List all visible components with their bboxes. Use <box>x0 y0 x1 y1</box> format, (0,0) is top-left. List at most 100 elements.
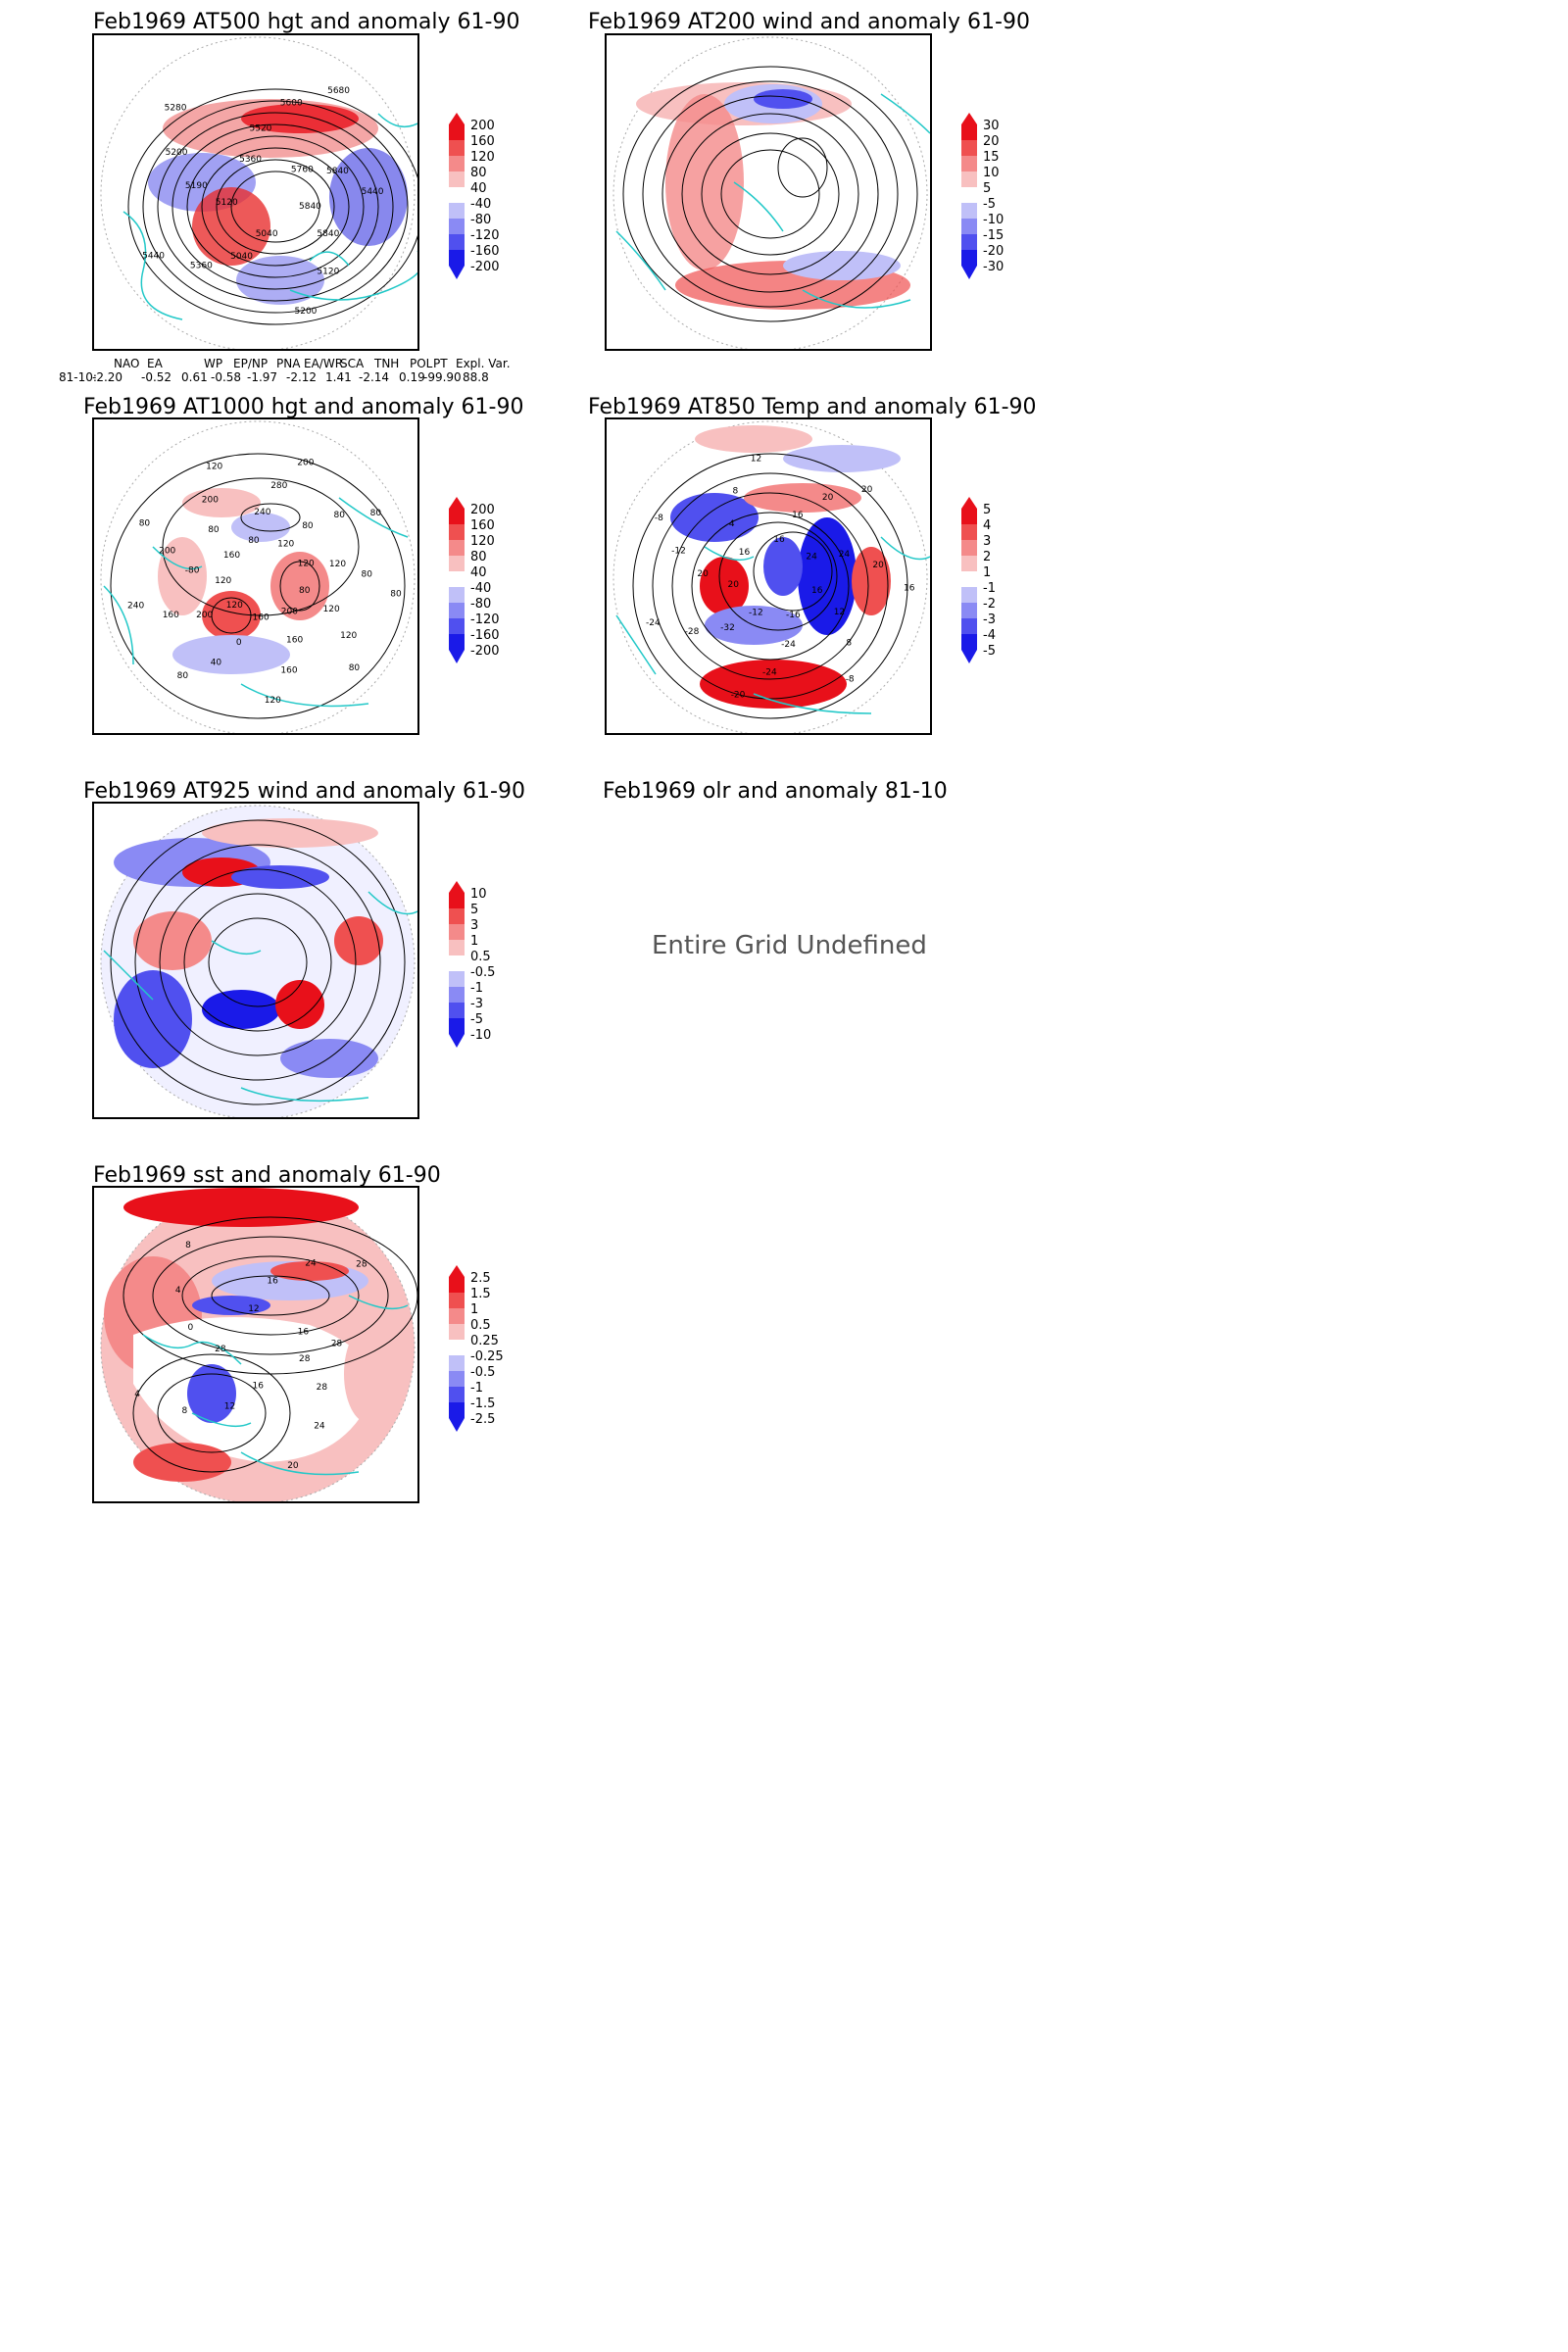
contour-label: 80 <box>362 569 373 579</box>
colorbar-label: -80 <box>470 213 492 227</box>
colorbar-at1000: 200 160 120 80 40 -40 -80 -120 -160 -200 <box>449 497 566 673</box>
map-at1000: 80 120 120 80 200 160 160 120 160 0 40 80 120 200 160 2… <box>92 417 419 735</box>
contour-label: 8 <box>846 638 852 648</box>
contour-label: 80 <box>349 663 361 673</box>
contour-label: -24 <box>762 668 777 678</box>
map-at200 <box>605 33 932 351</box>
colorbar-label: -0.5 <box>470 1365 496 1380</box>
contour-label: -80 <box>185 566 200 576</box>
contour-label: 16 <box>739 548 751 558</box>
colorbar-label: 5 <box>983 181 992 196</box>
contour-label: 28 <box>215 1345 226 1354</box>
colorbar-label: 10 <box>983 166 1000 180</box>
index-header: POL <box>410 357 433 370</box>
index-value: -0.58 <box>211 370 242 384</box>
index-header: PT <box>433 357 448 370</box>
colorbar-label: -10 <box>470 1028 492 1043</box>
colorbar-label: 120 <box>470 150 495 165</box>
index-value: -2.14 <box>359 370 390 384</box>
contour-label: 80 <box>390 590 402 600</box>
map-at850: 16 12 8 -8 -16 -24 -24 -20 -12 -32 -28 -24 20 20 -12 -8… <box>605 417 932 735</box>
colorbar-label: -160 <box>470 244 500 259</box>
contour-label: 5600 <box>280 98 303 108</box>
colorbar-label: -80 <box>470 597 492 612</box>
contour-label: 160 <box>286 636 303 646</box>
colorbar-label: 200 <box>470 119 495 133</box>
contour-label: 16 <box>267 1277 278 1287</box>
contour-label: 20 <box>822 493 834 503</box>
contour-label: 0 <box>236 638 242 648</box>
colorbar-label: 0.25 <box>470 1334 499 1348</box>
index-value: 1.41 <box>325 370 352 384</box>
contour-label: 5520 <box>250 123 272 133</box>
map-at500-svg: 5840 5840 5120 5200 5040 5040 5360 5440 5120 5190… <box>100 36 417 349</box>
colorbar-label: -3 <box>470 997 483 1011</box>
contour-label: 120 <box>215 576 231 586</box>
contour-label: 5040 <box>256 229 278 239</box>
contour-label: 5440 <box>142 251 165 261</box>
contour-label: 5040 <box>230 252 253 262</box>
colorbar-label: -4 <box>983 628 996 643</box>
contour-label: 5120 <box>216 198 238 208</box>
contour-label: 200 <box>159 547 175 557</box>
contour-label: -28 <box>685 627 700 637</box>
contour-label: 24 <box>839 550 851 560</box>
colorbar-label: 3 <box>983 534 992 549</box>
colorbar-label: -120 <box>470 612 500 627</box>
colorbar-label: 0.5 <box>470 1318 491 1333</box>
colorbar-label: 5 <box>983 503 992 517</box>
contour-label: -32 <box>720 623 735 633</box>
map-at200-svg <box>612 36 930 349</box>
colorbar-label: 1 <box>983 565 992 580</box>
colorbar-label: 3 <box>470 918 479 933</box>
contour-label: 4 <box>175 1286 181 1296</box>
colorbar-label: -200 <box>470 644 500 659</box>
contour-label: 80 <box>334 511 346 520</box>
contour-label: 20 <box>872 561 884 570</box>
contour-label: 160 <box>253 613 270 623</box>
contour-label: 28 <box>356 1260 368 1270</box>
colorbar-label: 4 <box>983 518 992 533</box>
contour-label: -20 <box>731 691 746 701</box>
contour-label: 40 <box>211 658 222 667</box>
index-value: 88.8 <box>463 370 489 384</box>
colorbar-label: -160 <box>470 628 500 643</box>
panel-title-at500: Feb1969 AT500 hgt and anomaly 61-90 <box>93 10 520 34</box>
contour-label: 5190 <box>185 181 208 191</box>
index-header: SCA <box>340 357 365 370</box>
colorbar-label: 80 <box>470 550 487 564</box>
contour-label: 5200 <box>295 307 318 317</box>
colorbar-label: 30 <box>983 119 1000 133</box>
panel-title-sst: Feb1969 sst and anomaly 61-90 <box>93 1163 441 1188</box>
index-value: -99.90 <box>423 370 462 384</box>
colorbar-label: 120 <box>470 534 495 549</box>
colorbar-label: -2.5 <box>470 1412 496 1427</box>
panel-title-at200: Feb1969 AT200 wind and anomaly 61-90 <box>588 10 1030 34</box>
contour-label: 120 <box>298 560 315 569</box>
contour-label: 28 <box>299 1354 311 1364</box>
contour-label: 20 <box>861 485 873 495</box>
index-value: 0.61 <box>181 370 208 384</box>
contour-label: -16 <box>786 611 801 620</box>
index-header: PNA <box>276 357 301 370</box>
colorbar-label: 40 <box>470 181 487 196</box>
panel-title-at850: Feb1969 AT850 Temp and anomaly 61-90 <box>588 395 1037 419</box>
colorbar-label: -1.5 <box>470 1396 496 1411</box>
contour-label: 120 <box>206 463 222 472</box>
contour-label: 80 <box>177 671 189 681</box>
colorbar-label: -0.5 <box>470 965 496 980</box>
colorbar-label: -1 <box>983 581 996 596</box>
contour-label: 160 <box>280 666 297 676</box>
colorbar-label: 40 <box>470 565 487 580</box>
colorbar-label: -5 <box>983 197 996 212</box>
contour-label: 8 <box>182 1406 188 1416</box>
index-value: -0.52 <box>141 370 172 384</box>
colorbar-label: -200 <box>470 260 500 274</box>
colorbar-label: -1 <box>470 1381 483 1396</box>
index-header: TNH <box>374 357 400 370</box>
index-header: NAO <box>114 357 140 370</box>
contour-label: 120 <box>340 631 357 641</box>
colorbar-label: -15 <box>983 228 1004 243</box>
colorbar-at500: 200 160 120 80 40 -40 -80 -120 -160 -200 <box>449 113 566 289</box>
contour-label: 120 <box>226 601 243 611</box>
